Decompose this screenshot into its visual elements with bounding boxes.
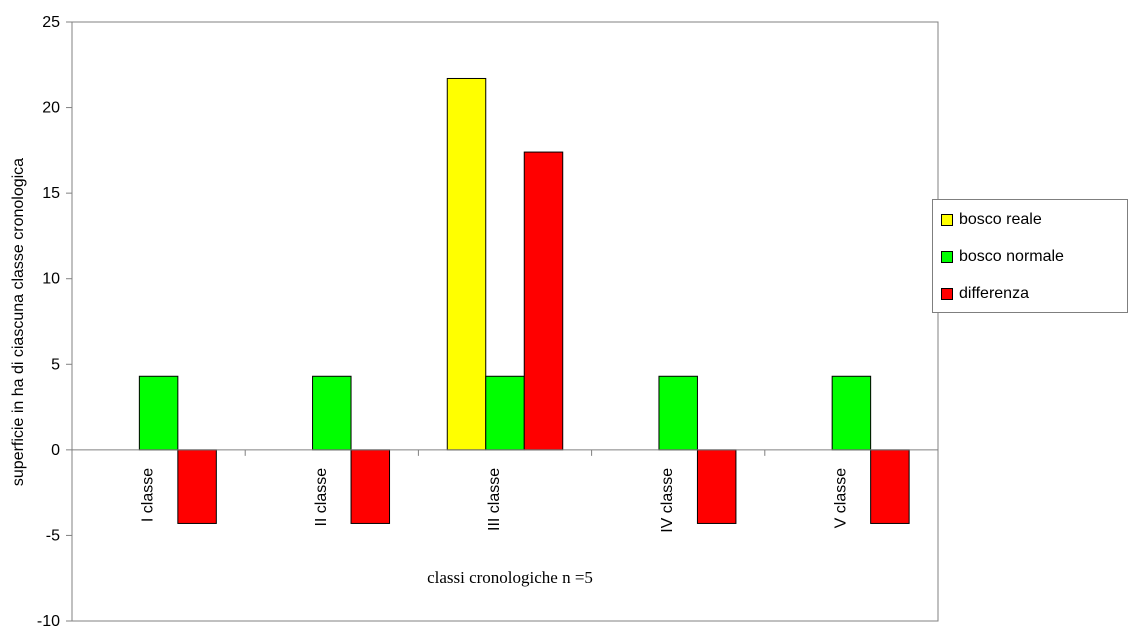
legend-swatch (941, 288, 953, 300)
bar-differenza-3 (523, 151, 564, 451)
legend-label: bosco reale (959, 211, 1042, 228)
bar-differenza-2 (350, 449, 391, 524)
y-tick-label: 10 (42, 271, 60, 288)
y-tick-label: -5 (46, 527, 60, 544)
x-axis: I classe II classe III classe IV classe V cl… (71, 449, 939, 533)
bar-bosco-normale-5 (831, 375, 872, 451)
legend-label: bosco normale (959, 248, 1064, 265)
legend-swatch (941, 251, 953, 263)
x-tick-label: III classe (486, 468, 503, 531)
bar-differenza-5 (870, 449, 910, 524)
y-tick-label: 25 (42, 14, 60, 31)
y-tick-label: 15 (42, 185, 60, 202)
legend: bosco reale bosco normale differenza (932, 199, 1128, 313)
legend-label: differenza (959, 285, 1029, 302)
bar-differenza-1 (177, 449, 217, 524)
bar-bosco-normale-2 (312, 375, 352, 451)
y-axis: -10 -5 0 5 10 15 20 25 (37, 14, 72, 628)
legend-item-bosco-normale: bosco normale (941, 247, 1064, 267)
bar-bosco-normale-1 (138, 375, 179, 451)
x-axis-label: classi cronologiche n =5 (427, 568, 593, 587)
y-axis-label: superficie in ha di ciascuna classe cron… (10, 158, 27, 486)
legend-item-differenza: differenza (941, 284, 1029, 304)
bar-bosco-normale-3 (485, 375, 525, 451)
x-tick-label: IV classe (659, 468, 676, 533)
legend-item-bosco-reale: bosco reale (941, 210, 1042, 230)
y-tick-label: -10 (37, 613, 60, 628)
x-tick-label: II classe (313, 468, 330, 527)
legend-swatch (941, 214, 953, 226)
bar-bosco-normale-4 (658, 375, 698, 451)
plot-area (71, 21, 939, 622)
y-tick-label: 0 (51, 442, 60, 459)
bar-differenza-4 (696, 449, 737, 524)
bar-bosco-reale-3 (446, 77, 487, 451)
y-tick-label: 5 (51, 356, 60, 373)
x-tick-label: I classe (140, 468, 157, 522)
bars (138, 77, 910, 524)
y-tick-label: 20 (42, 100, 60, 117)
x-tick-label: V classe (832, 468, 849, 529)
